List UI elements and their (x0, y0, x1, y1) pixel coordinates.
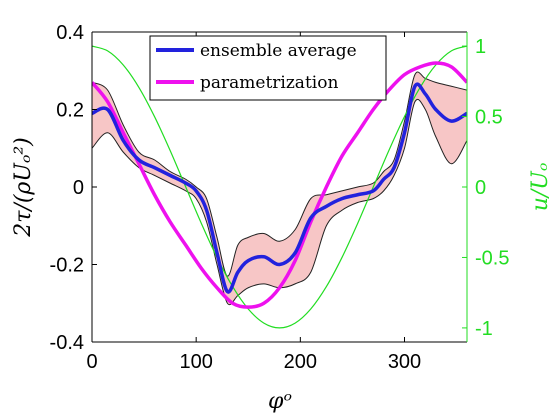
y-left-tick-label: -0.2 (50, 255, 84, 277)
x-tick-label: 200 (284, 351, 317, 373)
y-left-tick-label: -0.4 (50, 332, 84, 354)
y-axis-left-title: 2τ/(ρUₒ²) (11, 137, 36, 238)
y-axis-right-title: u/Uₒ (528, 163, 553, 212)
series-line-layer (92, 45, 467, 329)
x-tick-label: 300 (388, 351, 421, 373)
y-left-tick-label: 0.4 (56, 22, 84, 44)
y-right-tick-label: 1 (475, 36, 486, 58)
confidence-band-fill (92, 72, 467, 305)
axes-layer (91, 31, 468, 343)
y-right-tick-label: 0 (475, 177, 486, 199)
confidence-band-upper-edge (92, 71, 467, 277)
y-left-tick-label: 0.2 (56, 100, 84, 122)
y-right-tick-label: 0.5 (475, 107, 503, 129)
legend: ensemble average parametrization (149, 35, 387, 101)
x-tick-label: 0 (86, 351, 97, 373)
y-right-tick-label: -1 (475, 318, 493, 340)
legend-box (149, 35, 387, 101)
plot-area (92, 45, 467, 329)
x-axis-title: φᵒ (268, 389, 292, 414)
series-line-parametrization (92, 61, 467, 309)
legend-label-parametrization: parametrization (200, 73, 338, 93)
legend-label-ensemble-average: ensemble average (200, 41, 357, 61)
series-line-velocity (92, 45, 467, 329)
y-right-tick-label: -0.5 (475, 247, 509, 269)
tick-label-layer: 0 100 200 300 0.4 0.2 0 -0.2 -0.4 1 0.5 0 -0.5 -1 (50, 22, 510, 373)
y-left-tick-label: 0 (73, 177, 84, 199)
series-line-ensemble-average (92, 82, 467, 294)
x-tick-label: 100 (179, 351, 212, 373)
